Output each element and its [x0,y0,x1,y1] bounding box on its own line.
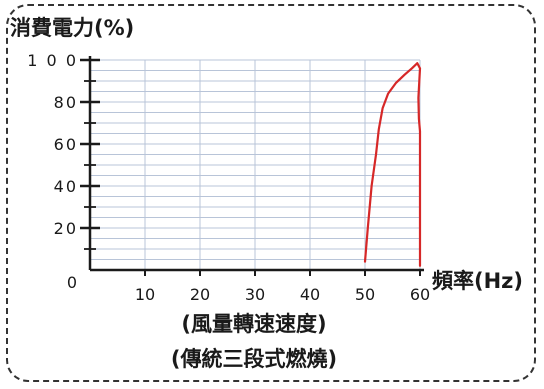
y-tick-label: 60 [54,135,78,154]
x-tick-label: 0 [67,273,77,292]
x-tick-label: 20 [190,285,210,304]
y-tick-label: 1 0 0 [27,51,78,70]
y-axis-label: 消費電力(%) [10,16,135,40]
x-tick-label: 60 [410,285,430,304]
power-curve-line [363,62,422,267]
x-tick-label: 50 [355,285,375,304]
x-tick-label: 40 [300,285,320,304]
y-tick-label: 80 [54,93,78,112]
y-tick-label: 20 [54,219,78,238]
chart-caption-2: (傳統三段式燃燒) [170,347,338,371]
x-axis-label: 頻率(Hz) [432,269,523,293]
chart-caption-1: (風量轉速速度) [181,312,327,336]
chart-frame [6,4,536,382]
x-tick-label: 10 [135,285,155,304]
y-tick-label: 40 [54,177,78,196]
x-tick-label: 30 [245,285,265,304]
